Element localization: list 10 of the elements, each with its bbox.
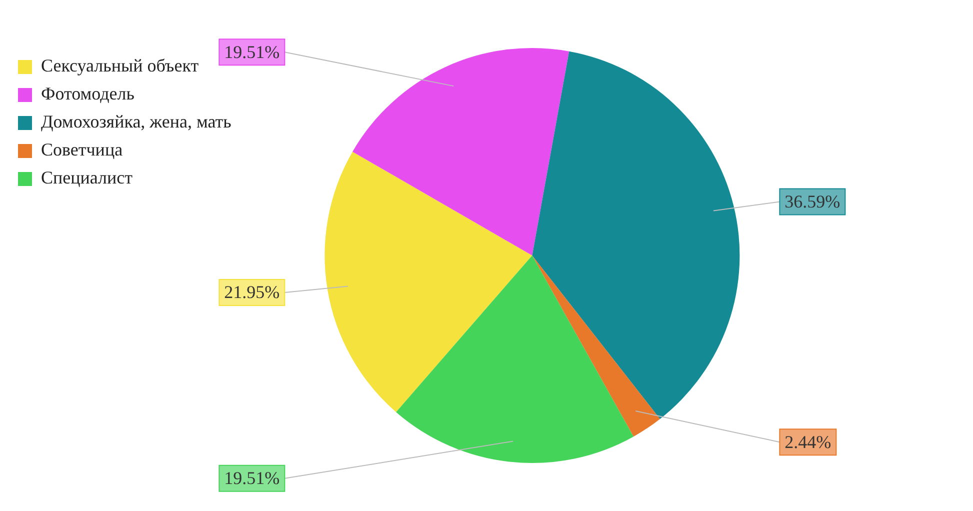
legend-label: Специалист (41, 168, 133, 188)
data-label: 36.59% (784, 191, 840, 212)
data-label: 19.51% (224, 468, 280, 488)
legend-label: Фотомодель (41, 84, 134, 104)
data-label: 19.51% (224, 42, 280, 62)
legend-label: Советчица (41, 140, 123, 160)
legend-label: Домохозяйка, жена, мать (41, 112, 232, 132)
legend-label: Сексуальный объект (41, 56, 199, 76)
data-label: 21.95% (224, 282, 280, 302)
data-label: 2.44% (784, 432, 832, 452)
